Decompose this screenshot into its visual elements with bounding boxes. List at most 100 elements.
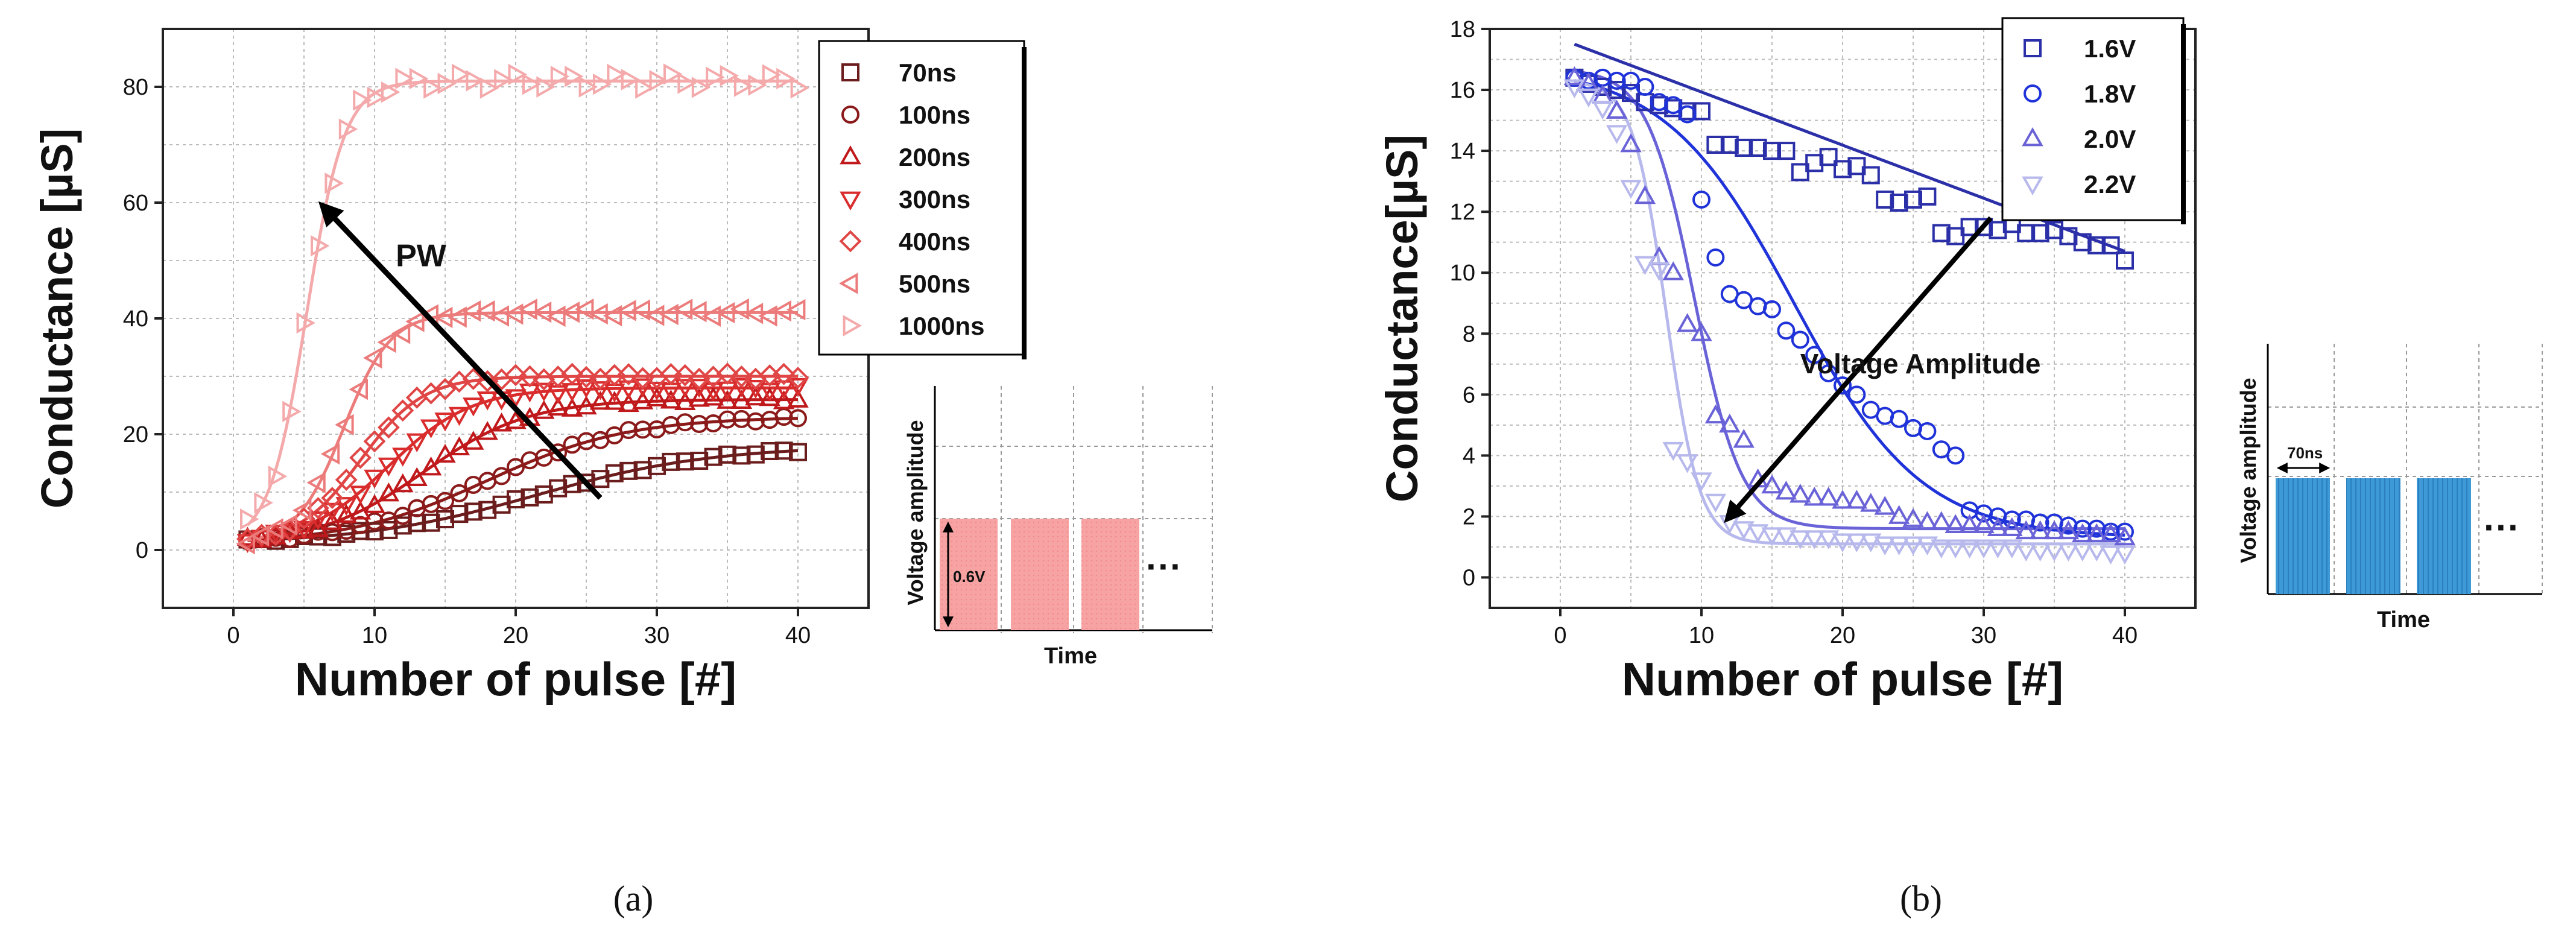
- data-point-2.0V: [1846, 490, 1868, 509]
- data-point-2.0V: [2001, 517, 2023, 537]
- data-point-1000ns: [691, 77, 711, 98]
- data-point-300ns: [476, 391, 498, 411]
- pulse-amplitude-label: 0.6V: [953, 567, 986, 586]
- data-point-1.8V: [1607, 71, 1626, 90]
- ellipsis: ···: [2484, 507, 2520, 548]
- x-tick-label: 10: [362, 623, 387, 648]
- data-point-1000ns: [663, 63, 683, 85]
- data-point-2.2V: [2114, 545, 2136, 565]
- data-point-400ns: [786, 367, 809, 389]
- y-tick-label: 80: [123, 75, 148, 100]
- legend-label: 400ns: [899, 227, 970, 256]
- data-point-500ns: [659, 303, 679, 326]
- data-point-400ns: [716, 362, 739, 385]
- data-point-200ns: [349, 501, 372, 520]
- data-point-500ns: [476, 300, 495, 322]
- data-point-1000ns: [607, 63, 626, 86]
- legend-marker-70ns: [841, 63, 859, 81]
- legend-marker-1000ns: [843, 315, 862, 337]
- axis-ticks: 0 10 20 30 40 0 20 40 60 80: [123, 75, 811, 648]
- data-point-2.0V: [1775, 480, 1797, 500]
- data-point-300ns: [533, 382, 555, 402]
- legend-label: 2.2V: [2084, 170, 2136, 198]
- data-point-2.0V: [1733, 429, 1755, 448]
- data-point-2.2V: [1860, 533, 1882, 552]
- data-point-500ns: [250, 525, 270, 547]
- legend-label: 1.6V: [2084, 34, 2136, 63]
- data-point-1000ns: [790, 77, 810, 99]
- data-point-2.2V: [1888, 536, 1910, 555]
- data-point-100ns: [366, 512, 384, 531]
- data-point-2.0V: [1931, 511, 1952, 530]
- data-point-200ns: [490, 412, 513, 432]
- data-point-2.2V: [1761, 527, 1783, 546]
- data-point-2.0V: [1790, 484, 1811, 503]
- data-point-1.8V: [1805, 346, 1824, 364]
- data-point-500ns: [758, 305, 777, 327]
- data-point-2.2V: [2015, 542, 2037, 562]
- data-point-70ns: [577, 473, 595, 492]
- data-point-300ns: [463, 397, 484, 417]
- data-point-2.2V: [1620, 180, 1642, 199]
- x-tick-label: 40: [785, 623, 811, 648]
- data-point-300ns: [745, 380, 767, 399]
- data-point-1.6V: [1834, 160, 1852, 179]
- data-point-2.2V: [1790, 530, 1811, 549]
- data-point-1000ns: [720, 65, 739, 87]
- data-point-2.2V: [2043, 542, 2065, 562]
- data-point-400ns: [504, 364, 527, 387]
- y-axis-label: Conductance[µS]: [1377, 134, 1427, 502]
- data-point-1.6V: [1861, 166, 1880, 185]
- data-point-2.2V: [2100, 545, 2122, 565]
- data-point-70ns: [379, 520, 398, 539]
- data-point-1000ns: [240, 508, 259, 530]
- data-point-500ns: [349, 378, 368, 400]
- data-point-2.0V: [1719, 413, 1741, 433]
- data-point-300ns: [420, 419, 442, 438]
- data-point-1000ns: [423, 77, 443, 99]
- data-point-2.0V: [1676, 313, 1698, 332]
- data-point-200ns: [448, 436, 470, 456]
- data-point-100ns: [492, 467, 511, 485]
- data-point-400ns: [561, 362, 584, 385]
- data-point-200ns: [364, 494, 385, 513]
- data-point-2.0V: [2100, 523, 2122, 543]
- data-point-500ns: [335, 414, 354, 436]
- x-tick-label: 20: [1830, 623, 1855, 648]
- data-point-70ns: [789, 443, 807, 461]
- legend-label: 2.0V: [2084, 125, 2136, 153]
- data-point-200ns: [717, 390, 738, 409]
- data-point-2.0V: [1958, 514, 1981, 533]
- data-point-70ns: [774, 441, 793, 460]
- data-point-200ns: [773, 390, 795, 409]
- x-tick-label: 40: [2112, 623, 2138, 648]
- data-point-500ns: [405, 311, 425, 332]
- data-point-1.6V: [1763, 142, 1781, 160]
- data-point-70ns: [648, 457, 666, 475]
- data-point-2.2V: [1832, 533, 1853, 552]
- legend-marker-300ns: [840, 191, 861, 211]
- data-point-300ns: [321, 502, 343, 522]
- data-point-100ns: [436, 491, 454, 510]
- pulse-3: [2417, 478, 2471, 594]
- data-point-1000ns: [466, 70, 485, 92]
- data-point-1.8V: [1777, 321, 1796, 340]
- data-point-300ns: [364, 469, 385, 489]
- legend-marker-2.0V: [2022, 127, 2043, 147]
- data-point-1000ns: [324, 172, 344, 194]
- data-point-200ns: [730, 390, 753, 409]
- data-point-70ns: [549, 479, 568, 498]
- data-point-200ns: [533, 400, 555, 419]
- data-point-1.6V: [1791, 163, 1809, 182]
- data-point-200ns: [688, 388, 710, 407]
- data-point-2.0V: [1987, 517, 2009, 537]
- data-point-1.8V: [2002, 510, 2021, 529]
- data-point-2.2V: [1958, 539, 1981, 558]
- data-point-2.2V: [1775, 527, 1797, 546]
- data-point-1.6V: [1975, 218, 1993, 236]
- pulse-1: [2276, 478, 2330, 594]
- data-point-500ns: [730, 298, 749, 320]
- x-tick-label: 30: [1971, 623, 1996, 648]
- data-point-500ns: [574, 298, 594, 320]
